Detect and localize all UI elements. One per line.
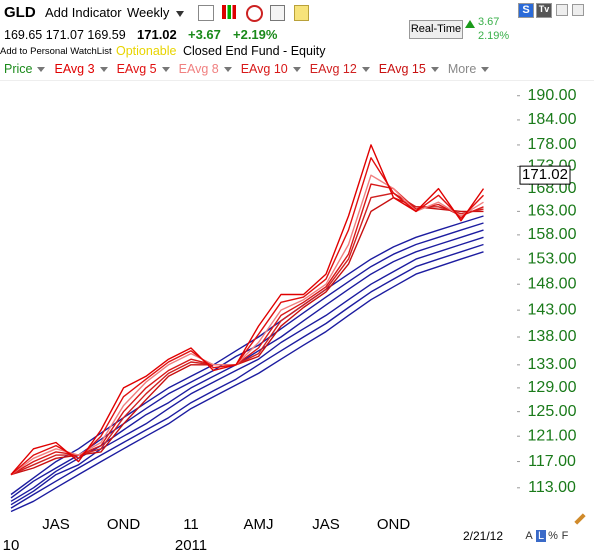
legend-item[interactable]: More — [448, 62, 489, 76]
x-tick-label: JAS — [42, 516, 70, 533]
series-line — [10, 183, 484, 476]
series-line — [10, 243, 484, 509]
tool-icon[interactable] — [198, 5, 214, 21]
scale-button[interactable]: A — [525, 530, 533, 542]
x-tick-label: OND — [377, 516, 411, 533]
s-button[interactable]: S — [518, 3, 534, 18]
dropdown-arrow[interactable] — [176, 11, 184, 17]
date: 2/21/12 — [463, 529, 503, 543]
series-line — [10, 157, 485, 476]
y-tick-label: 113.00 — [528, 479, 576, 496]
scale-buttons: A L% F — [524, 530, 570, 542]
separator — [0, 80, 594, 81]
last-value-box — [519, 165, 571, 185]
note-icon[interactable] — [294, 5, 309, 21]
rt-change-pct: 2.19% — [478, 30, 510, 42]
quote: 169.65 171.07 169.59 — [4, 28, 126, 42]
y-tick-label: 143.00 — [528, 301, 577, 318]
series-line — [10, 236, 484, 506]
y-tick-label: 121.00 — [528, 427, 577, 444]
y-tick-label: 178.00 — [528, 136, 577, 153]
series-line — [10, 144, 485, 476]
legend-item[interactable]: EAvg 12 — [310, 62, 370, 76]
y-tick-label: 129.00 — [528, 379, 577, 396]
rt-change: 3.67 — [478, 16, 500, 28]
x-tick-label: OND — [107, 516, 141, 533]
y-tick-label: 148.00 — [528, 275, 577, 292]
last-value-label: 171.02 — [522, 166, 568, 183]
scale-button[interactable]: % — [548, 530, 558, 542]
y-tick-label: 117.00 — [528, 453, 576, 470]
change: +3.67 — [188, 27, 221, 42]
y-tick-label: 125.00 — [528, 403, 577, 420]
series-line — [10, 229, 484, 502]
y-tick-label: 153.00 — [528, 250, 577, 267]
legend: Price EAvg 3 EAvg 5 EAvg 8 EAvg 10 EAvg 12 EA… — [4, 62, 489, 76]
alarm-icon[interactable] — [246, 5, 263, 22]
tv-button[interactable]: Tv — [536, 3, 552, 18]
x-tick-label: AMJ — [244, 516, 274, 533]
series-line — [10, 251, 484, 513]
fund-type: Closed End Fund - Equity — [183, 44, 326, 58]
realtime-button[interactable]: Real-Time — [409, 20, 463, 39]
legend-item[interactable]: EAvg 8 — [179, 62, 232, 76]
optionable: Optionable — [116, 44, 177, 58]
up-arrow — [465, 20, 475, 28]
x-tick-label: JAS — [312, 516, 340, 533]
chart-icon[interactable] — [222, 5, 236, 19]
legend-item[interactable]: EAvg 10 — [241, 62, 301, 76]
x-tick-label: 11 — [183, 516, 199, 533]
watchlist-link[interactable]: Add to Personal WatchList — [0, 46, 112, 57]
grid-icon[interactable] — [270, 5, 285, 21]
window-button[interactable] — [572, 4, 584, 16]
y-tick-label: 138.00 — [528, 328, 577, 345]
legend-item[interactable]: EAvg 15 — [379, 62, 439, 76]
legend-item[interactable]: EAvg 5 — [117, 62, 170, 76]
legend-item[interactable]: Price — [4, 62, 45, 76]
series-line — [10, 215, 484, 496]
add-indicator[interactable]: Add Indicator — [45, 5, 122, 20]
symbol[interactable]: GLD — [4, 4, 36, 21]
window-button[interactable] — [556, 4, 568, 16]
x-year-label: 2011 — [175, 537, 207, 554]
y-tick-label: 163.00 — [528, 203, 577, 220]
y-tick-label: 190.00 — [528, 87, 577, 104]
last-price: 171.02 — [137, 27, 177, 42]
series-line — [10, 174, 484, 476]
y-tick-label: 158.00 — [528, 226, 577, 243]
y-tick-label: 133.00 — [528, 356, 577, 373]
change-pct: +2.19% — [233, 27, 278, 42]
scale-button[interactable]: F — [561, 530, 569, 542]
x-year-label: 10 — [3, 537, 20, 554]
series-line — [10, 192, 484, 476]
legend-item[interactable]: EAvg 3 — [54, 62, 107, 76]
y-tick-label: 184.00 — [528, 111, 577, 128]
interval[interactable]: Weekly — [127, 5, 170, 20]
scale-button[interactable]: L — [536, 530, 546, 542]
